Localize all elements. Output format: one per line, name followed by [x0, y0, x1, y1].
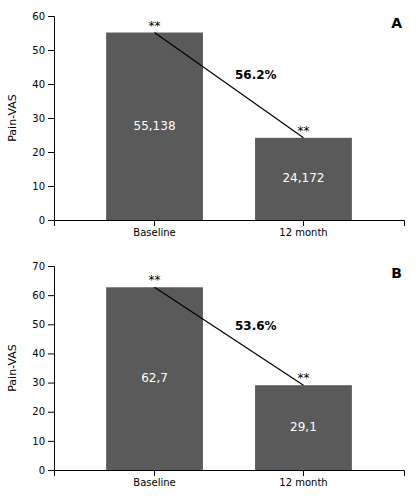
change-label: 53.6% [235, 319, 277, 333]
panel-label: A [391, 15, 402, 31]
y-tick: 70 [32, 261, 54, 272]
tick-label: 0 [39, 215, 45, 226]
connector [155, 287, 304, 385]
tick-mark [48, 324, 54, 325]
y-tick: 40 [32, 79, 54, 90]
panel: 0 10 20 30 40 50 60 Baseline 12 month Pain-VAS 55,… [6, 11, 405, 238]
bar [106, 33, 203, 220]
marks [106, 287, 352, 470]
x-tick: 12 month [279, 220, 327, 238]
significance: ** [297, 371, 309, 385]
y-tick: 0 [39, 465, 54, 476]
tick-label: Baseline [133, 227, 175, 238]
x-tick: 12 month [279, 470, 327, 488]
significance: ** [297, 124, 309, 138]
tick-mark [48, 412, 54, 413]
y-tick: 50 [32, 45, 54, 56]
tick-mark [48, 118, 54, 119]
data-label: 62,7 [141, 371, 168, 385]
y-tick: 20 [32, 147, 54, 158]
y-tick: 50 [32, 319, 54, 330]
tick-mark [48, 16, 54, 17]
x-axis: Baseline 12 month [55, 470, 405, 488]
tick-mark [154, 220, 155, 226]
y-tick: 30 [32, 113, 54, 124]
labels: 55,138 24,172 ** ** 56.2% A [134, 15, 403, 185]
tick-label: 30 [32, 377, 45, 388]
tick-mark [48, 50, 54, 51]
y-tick: 40 [32, 348, 54, 359]
tick-mark [48, 266, 54, 267]
change-label: 56.2% [235, 68, 277, 82]
y-tick: 60 [32, 11, 54, 22]
tick-label: 10 [32, 436, 45, 447]
connector [155, 33, 304, 138]
tick-mark [48, 441, 54, 442]
y-tick: 60 [32, 290, 54, 301]
axis-line [55, 221, 405, 227]
tick-label: 70 [32, 261, 45, 272]
y-tick: 30 [32, 377, 54, 388]
tick-mark [48, 353, 54, 354]
axis-title: Pain-VAS [6, 94, 19, 142]
axis-line [48, 17, 55, 221]
tick-label: 20 [32, 147, 45, 158]
x-tick: Baseline [133, 470, 175, 488]
x-axis: Baseline 12 month [55, 220, 405, 238]
significance: ** [149, 19, 161, 33]
tick-label: 40 [32, 79, 45, 90]
bar [106, 287, 203, 470]
x-tick: Baseline [133, 220, 175, 238]
tick-mark [48, 383, 54, 384]
tick-mark [48, 152, 54, 153]
tick-mark [303, 220, 304, 226]
tick-mark [48, 186, 54, 187]
data-label: 24,172 [282, 171, 324, 185]
bar [255, 138, 352, 220]
tick-label: 0 [39, 465, 45, 476]
data-label: 55,138 [134, 119, 176, 133]
y-tick: 0 [39, 215, 54, 226]
y-tick: 20 [32, 406, 54, 417]
tick-label: 50 [32, 319, 45, 330]
tick-label: 60 [32, 290, 45, 301]
axis-line [48, 267, 55, 471]
axis-line [55, 471, 405, 477]
tick-mark [303, 470, 304, 476]
y-axis: 0 10 20 30 40 50 60 [32, 11, 54, 226]
y-axis: 0 10 20 30 40 50 60 70 [32, 261, 54, 476]
tick-label: 20 [32, 406, 45, 417]
y-tick: 10 [32, 436, 54, 447]
y-tick: 10 [32, 181, 54, 192]
panel-label: B [391, 265, 402, 281]
tick-label: 10 [32, 181, 45, 192]
tick-label: 40 [32, 348, 45, 359]
tick-mark [48, 220, 54, 221]
tick-mark [48, 84, 54, 85]
tick-label: 12 month [279, 227, 327, 238]
tick-mark [48, 470, 54, 471]
significance: ** [149, 273, 161, 287]
panel: 0 10 20 30 40 50 60 70 Baseline 12 month Pain-VAS 6… [6, 261, 405, 488]
tick-label: 30 [32, 113, 45, 124]
marks [106, 33, 352, 220]
tick-label: 60 [32, 11, 45, 22]
data-label: 29,1 [290, 420, 317, 434]
labels: 62,7 29,1 ** ** 53.6% B [141, 265, 402, 434]
chart: 0 10 20 30 40 50 60 Baseline 12 month Pain-VAS 55,… [0, 0, 418, 500]
axis-title: Pain-VAS [6, 344, 19, 392]
tick-mark [154, 470, 155, 476]
tick-label: 50 [32, 45, 45, 56]
bar [255, 385, 352, 470]
tick-label: 12 month [279, 477, 327, 488]
tick-label: Baseline [133, 477, 175, 488]
tick-mark [48, 295, 54, 296]
